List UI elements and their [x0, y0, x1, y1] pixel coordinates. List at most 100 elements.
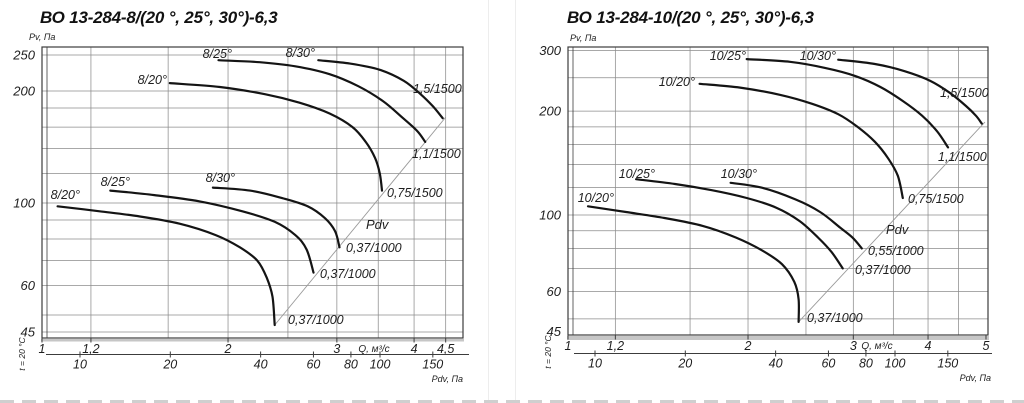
panel-separator	[488, 0, 489, 403]
axis-shadow-band	[567, 336, 989, 340]
power-label-10/30° 1500rpm: 1,5/1500	[940, 86, 989, 100]
curve-label-8/20° 1000rpm: 8/20°	[51, 188, 80, 202]
vertical-gridlines	[90, 47, 447, 338]
pdv-tick-label-10: 10	[73, 358, 87, 372]
plot-frame	[567, 46, 989, 336]
panel-separator	[515, 0, 516, 403]
curves: 10/20° 0,75/1500 10/25° 1,1/1500 10/30° 1,5/1…	[578, 49, 989, 325]
curve-label-8/25° 1000rpm: 8/25°	[101, 175, 130, 189]
power-label-10/20° 1500rpm: 0,75/1500	[908, 192, 964, 206]
curve-10/20° 1000rpm	[586, 205, 801, 323]
pdv-tick-label-20: 20	[162, 358, 177, 372]
curve-8/25° 1000rpm	[109, 189, 315, 274]
power-label-8/30° 1000rpm: 0,37/1000	[346, 241, 402, 255]
curve-label-10/20° 1500rpm: 10/20°	[659, 75, 695, 89]
pdv-diagonal-label: Pdv	[366, 217, 390, 232]
y-tick-250: 250	[12, 47, 35, 62]
power-label-8/25° 1500rpm: 1,1/1500	[412, 147, 461, 161]
pdv-tick-label-20: 20	[677, 357, 692, 371]
q-tick-label-3: 3	[850, 339, 857, 353]
y-tick-labels: 250 200 100 60 45	[12, 47, 35, 339]
pdv-tick-label-60: 60	[306, 358, 320, 372]
curve-8/30° 1000rpm	[211, 186, 341, 249]
curve-label-10/25° 1500rpm: 10/25°	[710, 49, 746, 63]
q-tick-label-1,2: 1,2	[607, 339, 624, 353]
pdv-tick-label-60: 60	[821, 357, 835, 371]
pdv-tick-label-40: 40	[254, 358, 268, 372]
y-tick-60: 60	[547, 284, 562, 299]
q-tick-label-1: 1	[565, 339, 572, 353]
pdv-diagonal-line	[274, 116, 447, 326]
q-axis-unit-label: Q, м³/с	[861, 341, 892, 352]
pdv-axis-unit-label: Pdv, Па	[960, 373, 991, 383]
curves: 8/20° 0,75/1500 8/25° 1,1/1500 8/30° 1,5/1500…	[51, 46, 462, 327]
pdv-tick-label-80: 80	[344, 358, 358, 372]
axis-shadow-band	[41, 339, 464, 342]
y-axis-unit-label: Pv, Па	[29, 32, 55, 42]
curve-8/20° 1500rpm	[168, 82, 384, 192]
y-tick-45: 45	[547, 324, 562, 339]
pdv-diagonal-line	[798, 121, 986, 323]
chart-0: 250 200 100 60 451 1,2 2 3 4 4,5 Q, м³/с 10 20 40 60 80…	[12, 32, 469, 384]
curve-label-10/25° 1000rpm: 10/25°	[619, 167, 655, 181]
curve-8/30° 1500rpm	[317, 59, 444, 120]
pdv-tick-label-150: 150	[422, 358, 443, 372]
pdv-tick-label-10: 10	[588, 357, 602, 371]
y-tick-100: 100	[539, 208, 561, 223]
page-bottom-dashed-edge	[0, 400, 1024, 403]
power-label-8/30° 1500rpm: 1,5/1500	[413, 82, 462, 96]
y-tick-45: 45	[21, 325, 36, 340]
curve-label-8/20° 1500rpm: 8/20°	[138, 73, 167, 87]
pdv-tick-label-80: 80	[859, 357, 873, 371]
q-tick-label-5: 5	[983, 339, 990, 353]
chart-title-right: ВО 13-284-10/(20 °, 25°, 30°)-6,3	[567, 8, 814, 27]
pdv-tick-label-150: 150	[937, 357, 958, 371]
power-label-10/30° 1000rpm: 0,55/1000	[868, 244, 924, 258]
curve-label-8/30° 1500rpm: 8/30°	[286, 46, 315, 60]
curve-label-10/20° 1000rpm: 10/20°	[578, 191, 614, 205]
temperature-note: t = 20 °C	[17, 336, 27, 370]
pdv-tick-label-40: 40	[769, 357, 783, 371]
curve-10/30° 1000rpm	[729, 181, 863, 250]
y-axis-unit-label: Pv, Па	[570, 33, 596, 43]
q-axis: 1 1,2 2 3 4 4,5 Q, м³/с	[39, 338, 454, 356]
power-label-8/25° 1000rpm: 0,37/1000	[320, 267, 376, 281]
q-tick-label-3: 3	[333, 342, 340, 356]
power-label-8/20° 1000rpm: 0,37/1000	[288, 313, 344, 327]
q-tick-label-1,2: 1,2	[82, 342, 99, 356]
vertical-gridlines	[614, 47, 959, 335]
chart-title-left: ВО 13-284-8/(20 °, 25°, 30°)-6,3	[40, 8, 278, 27]
q-axis-unit-label: Q, м³/с	[358, 344, 389, 355]
pdv-tick-label-100: 100	[885, 357, 906, 371]
power-label-10/25° 1500rpm: 1,1/1500	[938, 150, 987, 164]
pdv-axis-unit-label: Pdv, Па	[432, 374, 463, 384]
curve-10/20° 1500rpm	[698, 82, 904, 200]
curve-label-10/30° 1500rpm: 10/30°	[800, 49, 836, 63]
q-tick-label-2: 2	[224, 342, 232, 356]
y-tick-200: 200	[538, 104, 561, 119]
power-label-10/20° 1000rpm: 0,37/1000	[807, 311, 863, 325]
q-axis: 1 1,2 2 3 4 5 Q, м³/с	[565, 335, 990, 353]
y-tick-300: 300	[539, 43, 561, 58]
q-tick-label-4: 4	[411, 342, 418, 356]
curve-10/30° 1500rpm	[837, 58, 983, 125]
curve-label-8/30° 1000rpm: 8/30°	[206, 171, 235, 185]
temperature-note: t = 20 °C	[543, 334, 553, 368]
q-tick-label-4,5: 4,5	[437, 342, 454, 356]
y-tick-60: 60	[21, 278, 36, 293]
pdv-diagonal-label: Pdv	[886, 222, 910, 237]
curve-8/20° 1000rpm	[56, 205, 276, 327]
power-label-8/20° 1500rpm: 0,75/1500	[387, 186, 443, 200]
curve-10/25° 1500rpm	[745, 58, 950, 149]
power-label-10/25° 1000rpm: 0,37/1000	[855, 263, 911, 277]
y-tick-200: 200	[12, 84, 35, 99]
curve-label-8/25° 1500rpm: 8/25°	[203, 47, 232, 61]
y-tick-100: 100	[13, 196, 35, 211]
q-tick-label-2: 2	[744, 339, 752, 353]
plot-frame	[41, 46, 464, 339]
